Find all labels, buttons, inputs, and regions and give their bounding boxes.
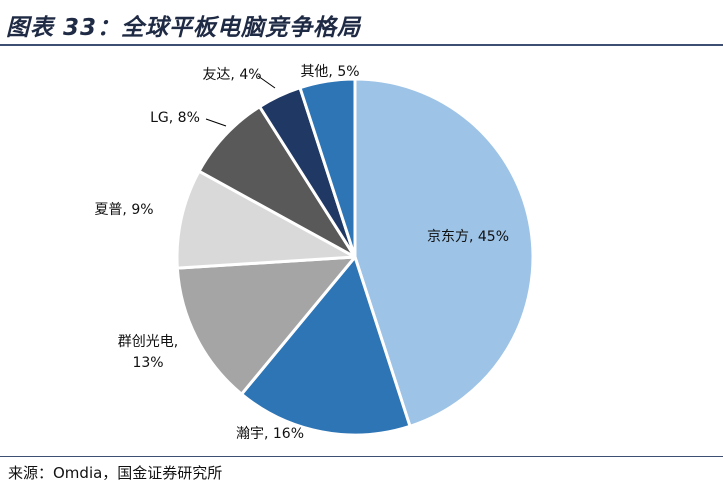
pie-chart-svg: 京东方, 45% 瀚宇, 16% 群创光电, 13% 夏普, 9% LG, 8% 友达, 4… <box>94 64 535 442</box>
pie-chart: 京东方, 45% 瀚宇, 16% 群创光电, 13% 夏普, 9% LG, 8% 友达, 4… <box>0 46 723 456</box>
pie-slice-0 <box>353 77 535 428</box>
source-note: 来源：Omdia，国金证券研究所 <box>8 464 223 482</box>
pie-slice-6 <box>298 77 357 259</box>
slice-label-0: 京东方, 45% <box>427 229 509 245</box>
leader-line-4 <box>205 118 227 127</box>
slice-label-4: LG, 8% <box>150 110 200 126</box>
pie-slice-1 <box>240 255 412 437</box>
slice-label-5: 友达, 4% <box>202 67 261 83</box>
slice-label-2: 群创光电, 13% <box>118 334 178 371</box>
slice-label-6: 其他, 5% <box>300 64 359 80</box>
leader-line-5 <box>257 75 276 89</box>
figure-title: 图表 33：全球平板电脑竞争格局 <box>6 15 362 41</box>
title-divider <box>0 44 723 46</box>
slice-label-1: 瀚宇, 16% <box>236 426 304 442</box>
pie-slice-2 <box>175 255 357 396</box>
footer-divider <box>0 456 723 457</box>
pie-slice-4 <box>197 105 357 259</box>
slice-label-3: 夏普, 9% <box>94 202 153 218</box>
pie-slice-3 <box>175 169 357 270</box>
figure-header: 图表 33：全球平板电脑竞争格局 <box>0 0 723 46</box>
